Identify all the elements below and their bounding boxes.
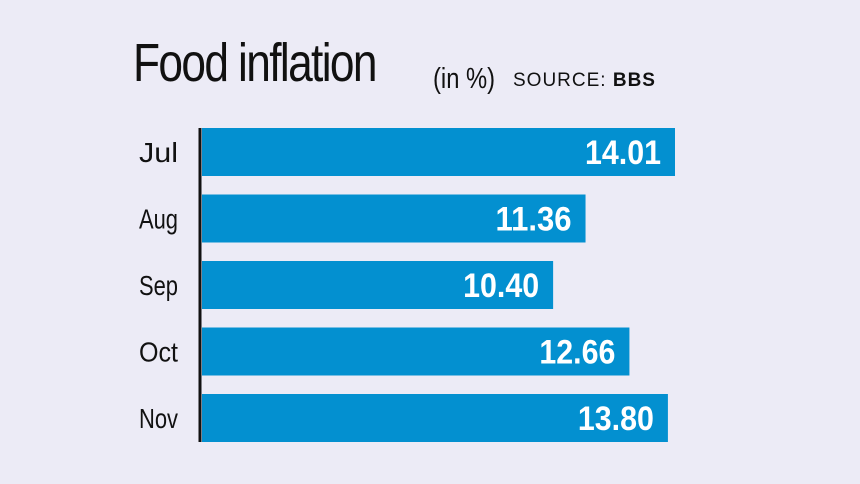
value-label-nov: 13.80 [578,400,654,438]
chart-title-main: Food inflation [133,33,378,93]
chart-source-name: BBS [612,70,656,91]
value-label-sep: 10.40 [463,267,539,305]
chart-title: Food inflation (in %) SOURCE: BBS [133,32,655,95]
chart-title-unit: (in %) [433,63,496,95]
category-label-sep: Sep [139,270,178,301]
value-label-oct: 12.66 [539,334,615,372]
category-label-oct: Oct [139,337,178,368]
value-label-aug: 11.36 [496,201,572,239]
bar-aug [202,194,586,243]
bar-nov [202,394,668,442]
bar-sep [202,261,554,309]
chart-source-label: SOURCE: [513,70,607,91]
bar-oct [202,327,630,376]
value-label-jul: 14.01 [585,134,661,172]
category-label-nov: Nov [139,403,178,434]
bar-jul [202,128,675,176]
category-label-aug: Aug [139,204,178,235]
category-label-jul: Jul [139,137,178,168]
chart-source: SOURCE: BBS [513,70,656,92]
bars-group: Jul 14.01 Aug 11.36 Sep 10.40 Oct 12.66 Nov 13.80 [139,128,675,442]
